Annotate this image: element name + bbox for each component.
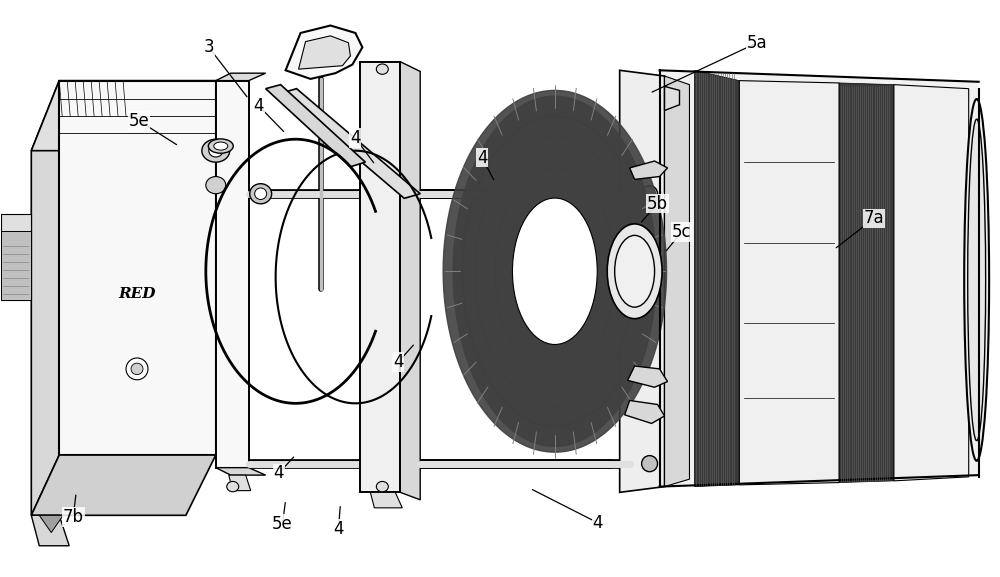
Text: 4: 4: [350, 129, 361, 147]
Ellipse shape: [126, 358, 148, 380]
Ellipse shape: [208, 139, 233, 153]
Ellipse shape: [964, 99, 989, 461]
Text: 7b: 7b: [63, 508, 84, 526]
Text: 4: 4: [253, 97, 264, 115]
Ellipse shape: [202, 139, 230, 162]
Polygon shape: [665, 76, 689, 486]
Polygon shape: [360, 62, 400, 492]
Polygon shape: [39, 515, 63, 533]
Polygon shape: [620, 70, 665, 492]
Text: 5e: 5e: [272, 515, 293, 533]
Text: 7a: 7a: [864, 209, 884, 227]
Polygon shape: [31, 515, 69, 546]
Polygon shape: [370, 492, 402, 508]
Polygon shape: [216, 81, 249, 467]
Polygon shape: [443, 91, 667, 452]
Polygon shape: [1, 231, 31, 300]
Polygon shape: [31, 455, 216, 515]
Polygon shape: [628, 366, 668, 387]
Polygon shape: [694, 70, 739, 486]
Text: 4: 4: [393, 353, 404, 371]
Ellipse shape: [376, 481, 388, 492]
Ellipse shape: [475, 136, 635, 406]
Ellipse shape: [495, 168, 615, 374]
Polygon shape: [839, 83, 894, 482]
Ellipse shape: [512, 198, 597, 344]
Ellipse shape: [255, 188, 267, 200]
Polygon shape: [625, 400, 665, 424]
Ellipse shape: [968, 119, 986, 441]
Polygon shape: [216, 467, 266, 475]
Ellipse shape: [463, 116, 647, 426]
Polygon shape: [286, 25, 362, 79]
Polygon shape: [400, 62, 420, 500]
Text: 4: 4: [333, 519, 344, 538]
Polygon shape: [229, 475, 251, 490]
Ellipse shape: [607, 224, 662, 319]
Ellipse shape: [206, 177, 226, 194]
Text: RED: RED: [118, 287, 156, 301]
Text: 5c: 5c: [672, 223, 691, 241]
Polygon shape: [216, 73, 266, 81]
Polygon shape: [59, 81, 216, 455]
Ellipse shape: [131, 363, 143, 374]
Text: 5a: 5a: [747, 33, 768, 52]
Polygon shape: [630, 161, 668, 179]
Polygon shape: [894, 85, 969, 481]
Ellipse shape: [642, 456, 658, 471]
Ellipse shape: [615, 235, 655, 307]
Ellipse shape: [250, 183, 272, 204]
Polygon shape: [453, 96, 657, 447]
Text: 4: 4: [477, 148, 487, 167]
Polygon shape: [281, 89, 420, 198]
Polygon shape: [266, 85, 365, 167]
Ellipse shape: [214, 142, 228, 150]
Polygon shape: [299, 36, 350, 69]
Polygon shape: [739, 81, 839, 485]
Polygon shape: [1, 214, 31, 300]
Text: 5b: 5b: [647, 194, 668, 212]
Text: 5e: 5e: [129, 112, 149, 130]
Ellipse shape: [227, 481, 239, 492]
Text: 3: 3: [203, 38, 214, 57]
Polygon shape: [31, 81, 59, 515]
Text: 4: 4: [592, 514, 603, 532]
Ellipse shape: [209, 144, 223, 157]
Polygon shape: [31, 81, 216, 151]
Text: 4: 4: [273, 464, 284, 482]
Polygon shape: [660, 70, 979, 486]
Ellipse shape: [642, 186, 658, 202]
Ellipse shape: [376, 64, 388, 74]
Polygon shape: [665, 87, 680, 110]
